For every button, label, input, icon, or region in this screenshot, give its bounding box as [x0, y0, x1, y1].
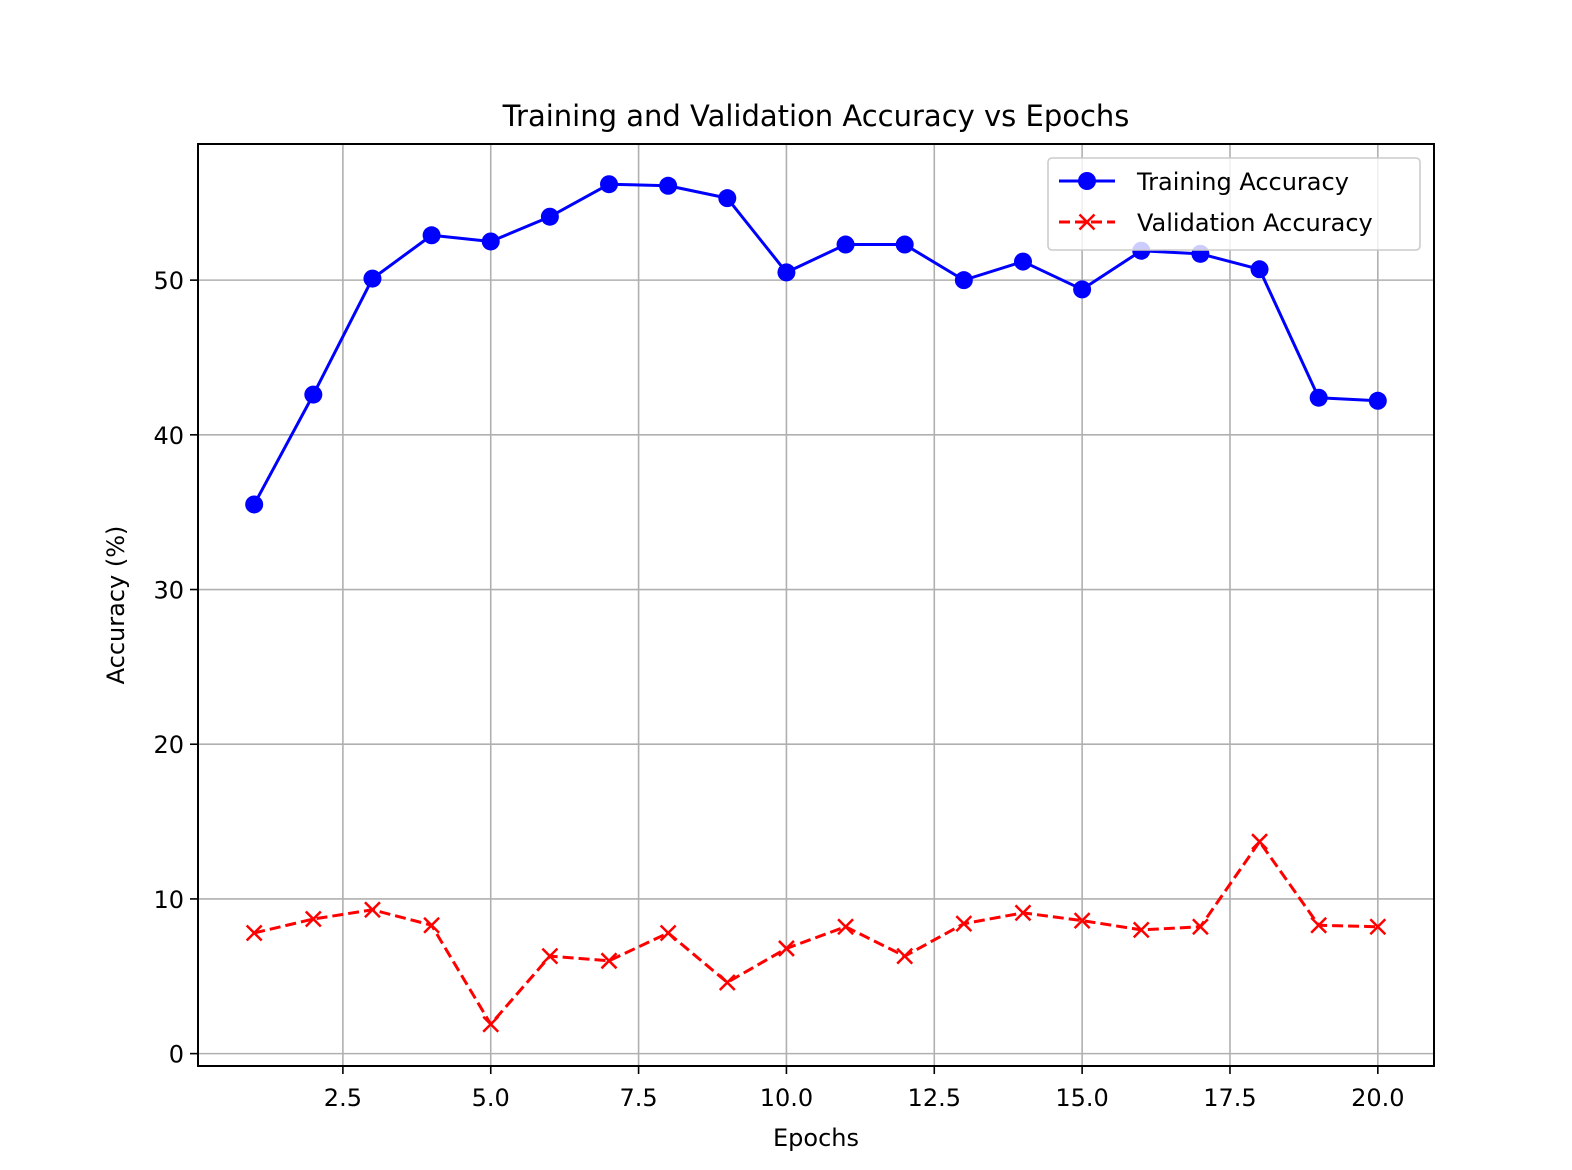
- x-tick-label: 12.5: [908, 1084, 961, 1112]
- y-axis-ticks: 0 10 20 30 40 50: [153, 267, 198, 1069]
- data-point: [1369, 918, 1387, 936]
- data-point: [364, 901, 381, 919]
- x-tick-label: 7.5: [619, 1084, 657, 1112]
- data-point: [1310, 916, 1328, 934]
- x-tick-label: 2.5: [324, 1084, 362, 1112]
- data-point: [1368, 391, 1387, 410]
- data-point: [718, 189, 737, 208]
- data-point: [1251, 833, 1268, 851]
- data-point: [896, 947, 914, 965]
- data-point: [481, 232, 500, 251]
- y-tick-label: 50: [153, 267, 184, 295]
- y-tick-label: 30: [153, 577, 184, 605]
- data-point: [1132, 921, 1150, 939]
- plot-series: [245, 175, 1387, 1033]
- data-point: [955, 915, 973, 933]
- x-tick-label: 20.0: [1351, 1084, 1404, 1112]
- legend-marker: [1078, 172, 1096, 190]
- series-line: [253, 840, 1378, 1026]
- data-point: [1073, 912, 1091, 929]
- chart-title: Training and Validation Accuracy vs Epoc…: [502, 99, 1130, 133]
- data-point: [304, 385, 323, 404]
- data-point: [777, 263, 796, 282]
- data-point: [836, 235, 855, 254]
- x-tick-label: 10.0: [760, 1084, 813, 1112]
- data-point: [423, 916, 440, 934]
- data-point: [718, 974, 736, 991]
- data-point: [422, 226, 441, 245]
- data-point: [1013, 252, 1032, 271]
- x-tick-label: 15.0: [1055, 1084, 1108, 1112]
- data-point: [659, 176, 678, 195]
- data-point: [245, 924, 263, 942]
- y-axis-label: Accuracy (%): [102, 526, 130, 685]
- data-point: [600, 952, 618, 970]
- y-tick-label: 20: [153, 731, 184, 759]
- x-tick-label: 17.5: [1203, 1084, 1256, 1112]
- data-point: [1309, 388, 1328, 407]
- data-point: [778, 940, 795, 957]
- data-point: [245, 495, 264, 514]
- data-point: [541, 947, 559, 965]
- x-tick-label: 5.0: [472, 1084, 510, 1112]
- legend-box: [1047, 157, 1421, 251]
- legend-label: Training Accuracy: [1136, 168, 1349, 196]
- data-point: [1014, 904, 1032, 922]
- legend-label: Validation Accuracy: [1137, 209, 1373, 237]
- data-point: [1192, 918, 1209, 936]
- x-axis-ticks: 2.5 5.0 7.5 10.0 12.5 15.0 17.5 20.0: [324, 1066, 1405, 1112]
- data-point: [363, 269, 382, 288]
- data-point: [1250, 260, 1269, 279]
- series-line: [252, 182, 1378, 506]
- data-point: [895, 235, 914, 254]
- data-point: [600, 175, 619, 194]
- data-point: [482, 1015, 500, 1033]
- x-axis-label: Epochs: [773, 1124, 859, 1152]
- y-tick-label: 40: [153, 422, 184, 450]
- plot-area-frame: [197, 143, 1435, 1067]
- legend-item: Validation Accuracy: [1059, 209, 1373, 237]
- y-tick-label: 0: [169, 1041, 184, 1069]
- legend-item: Training Accuracy: [1059, 168, 1349, 196]
- data-point: [954, 271, 973, 290]
- series-training: [245, 175, 1387, 514]
- data-point: [1073, 280, 1092, 299]
- data-point: [540, 207, 559, 226]
- data-point: [659, 924, 677, 942]
- series-validation: [245, 833, 1387, 1033]
- data-point: [304, 910, 322, 928]
- y-tick-label: 10: [153, 886, 184, 914]
- grid: [198, 144, 1434, 1066]
- legend-marker: [1078, 213, 1096, 231]
- legend: Training Accuracy Validation Accuracy: [1047, 157, 1421, 251]
- data-point: [837, 918, 854, 936]
